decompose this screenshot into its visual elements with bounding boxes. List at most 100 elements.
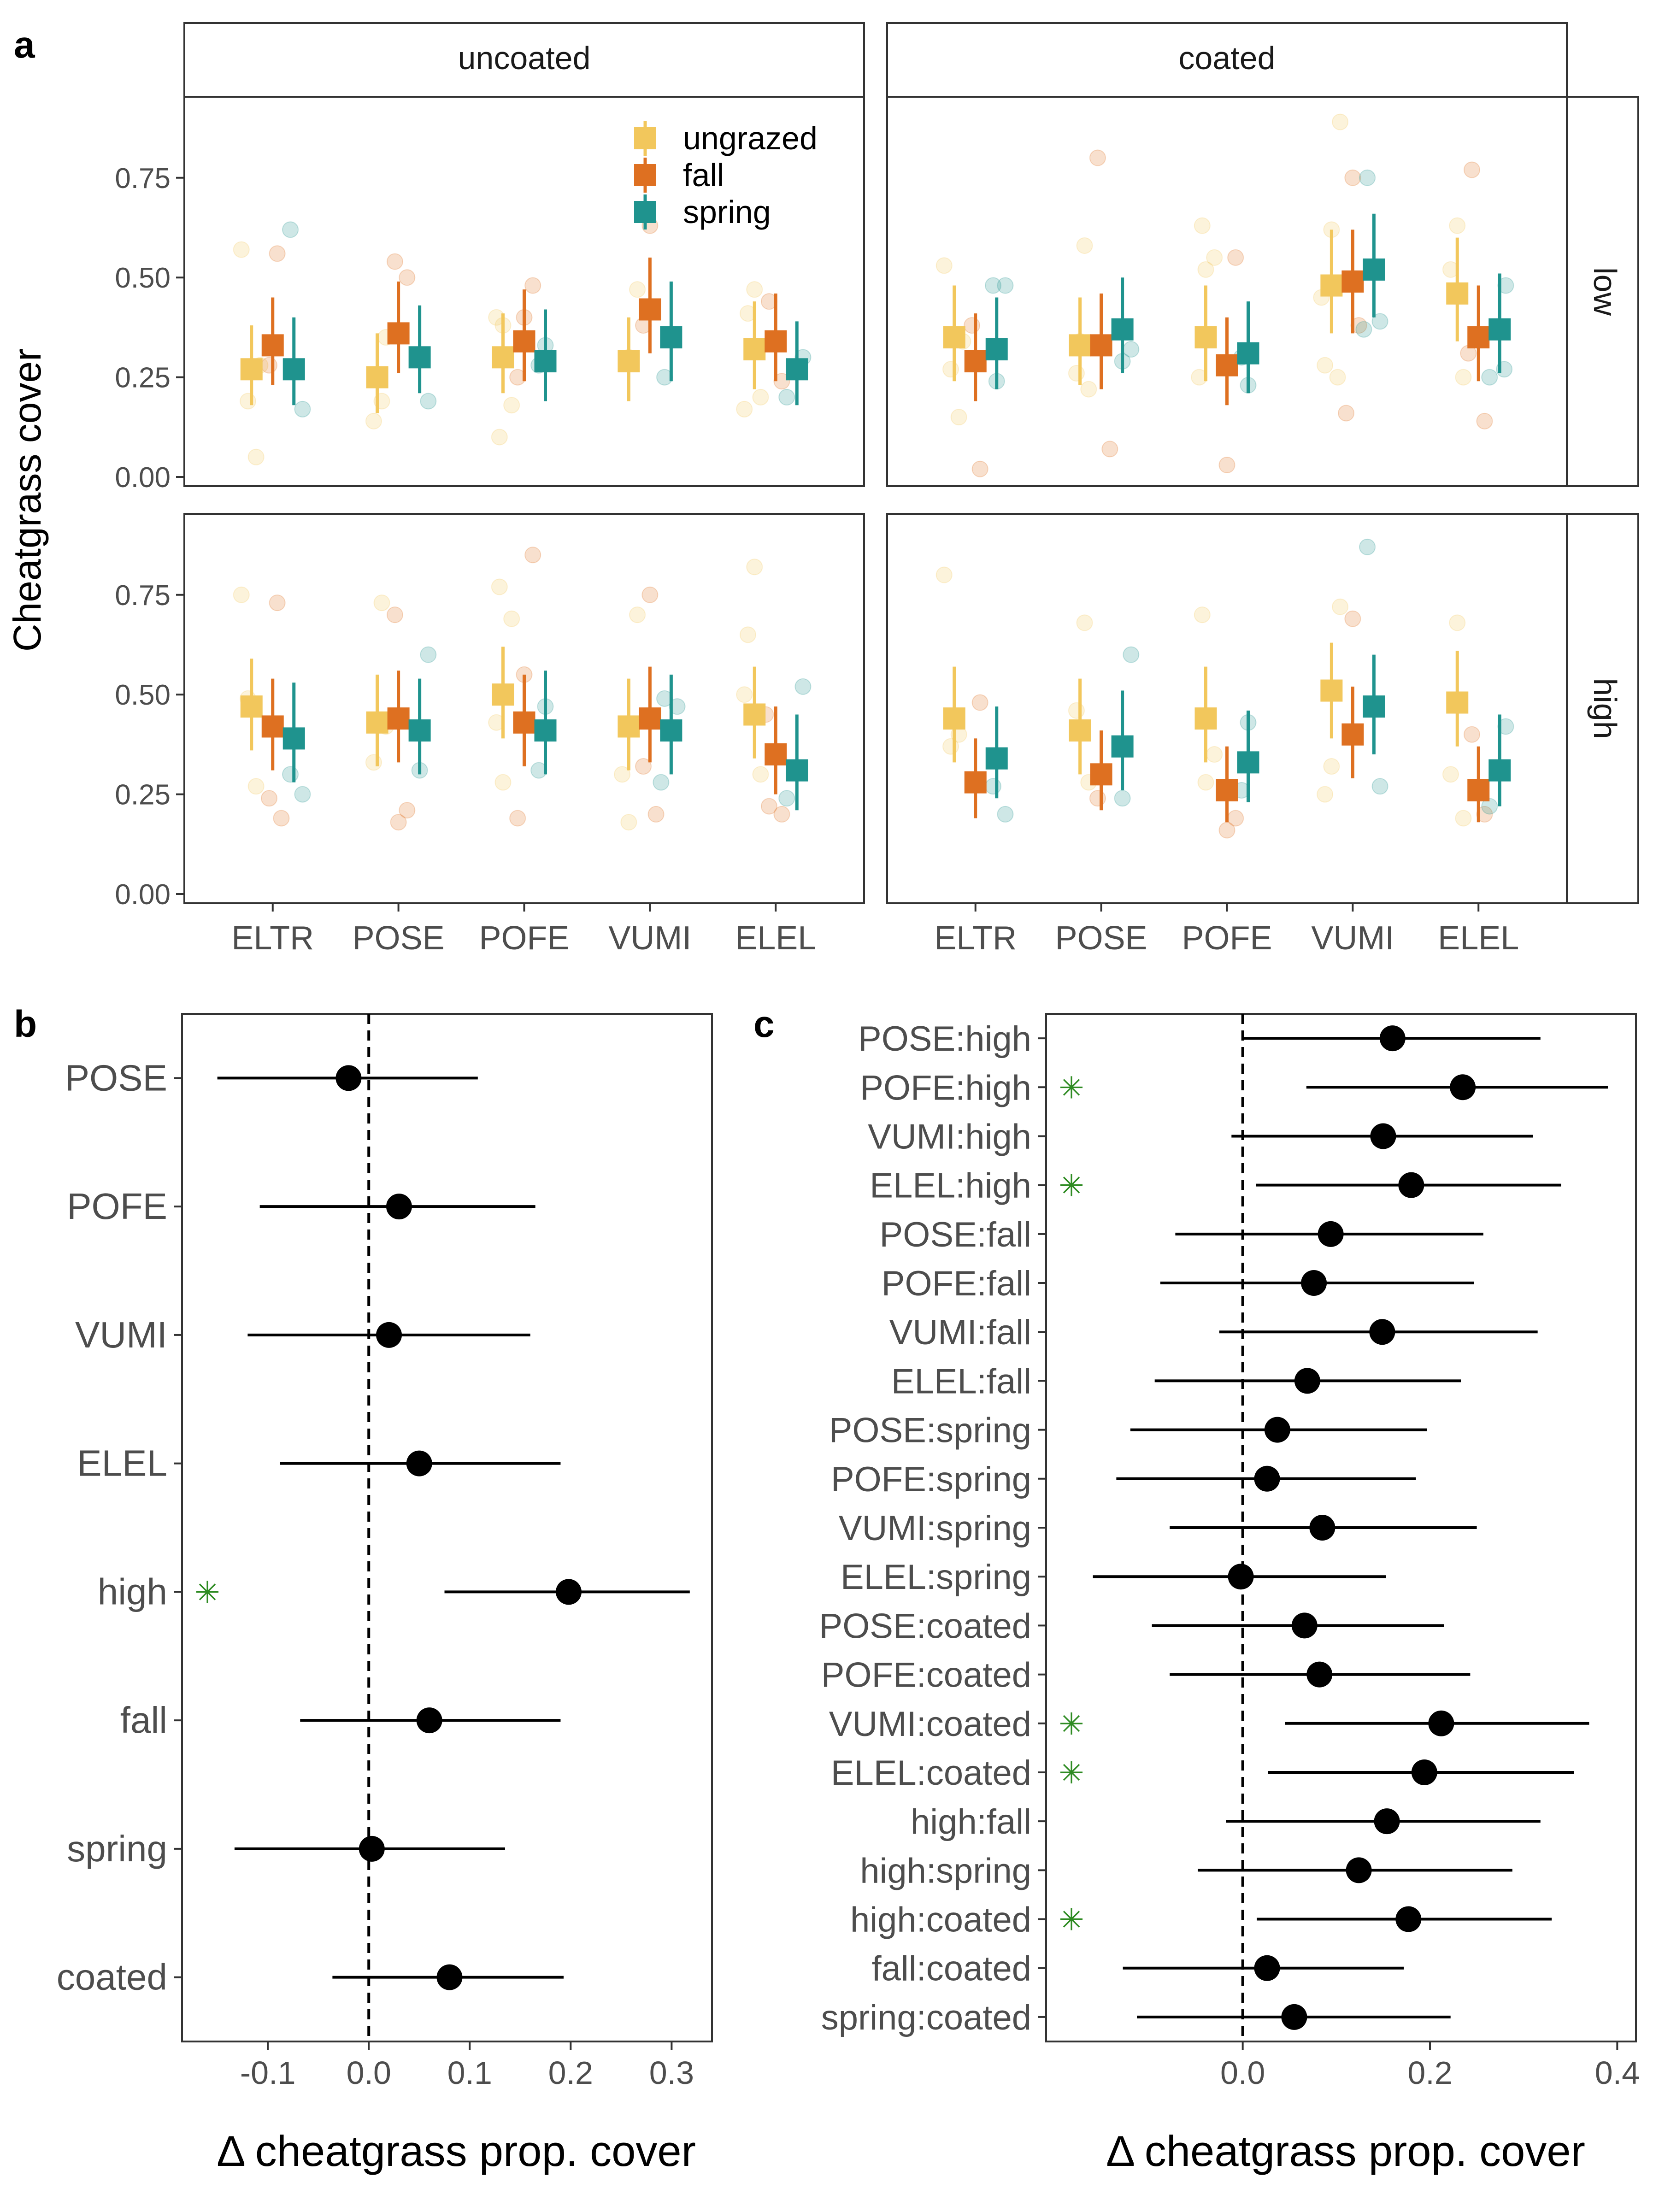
raw-point-ungrazed-VUMI bbox=[1329, 369, 1346, 386]
panel-c-significance-marker-VUMI:coated: ✳ bbox=[1059, 1707, 1084, 1741]
panel-b-main-effects-chart: Δ cheatgrass prop. cover POSE POFE VUMI ELE… bbox=[57, 1013, 713, 2175]
mean-marker-ungrazed-ELEL bbox=[743, 703, 766, 726]
panel-b-y-tick-label-coated: coated bbox=[57, 1957, 167, 1998]
raw-point-ungrazed-POSE bbox=[1080, 381, 1097, 398]
mean-marker-spring-ELEL bbox=[786, 358, 808, 381]
panel-c-y-tick-label-VUMI:spring: VUMI:spring bbox=[839, 1509, 1031, 1548]
panel-c-estimate-high:fall bbox=[1374, 1808, 1400, 1835]
mean-marker-ungrazed-ELTR bbox=[240, 358, 263, 381]
panel-c-estimate-ELEL:high bbox=[1398, 1172, 1424, 1198]
mean-marker-ungrazed-ELEL bbox=[1446, 691, 1469, 714]
raw-point-fall-ELEL bbox=[1476, 806, 1493, 823]
panel-c-estimate-POSE:coated bbox=[1291, 1612, 1318, 1639]
raw-point-fall-ELEL bbox=[760, 798, 777, 815]
mean-marker-spring-ELTR bbox=[985, 338, 1008, 361]
mean-marker-fall-POSE bbox=[387, 707, 410, 730]
raw-point-spring-ELEL bbox=[1481, 369, 1498, 386]
strip-coated bbox=[886, 22, 1568, 98]
raw-point-ungrazed-POFE bbox=[1206, 746, 1223, 763]
strip-label-uncoated: uncoated bbox=[458, 40, 590, 76]
raw-point-ungrazed-ELEL bbox=[1449, 614, 1466, 631]
mean-marker-fall-VUMI bbox=[639, 707, 661, 730]
raw-point-ungrazed-POFE bbox=[1194, 217, 1211, 234]
mean-marker-spring-POFE bbox=[1237, 342, 1259, 365]
raw-point-ungrazed-POSE bbox=[1068, 702, 1085, 719]
raw-point-spring-VUMI bbox=[1359, 538, 1376, 555]
panel-c-estimate-ELEL:spring bbox=[1228, 1564, 1254, 1590]
raw-point-ungrazed-VUMI bbox=[629, 606, 646, 624]
panel-b-y-tick-label-high: high bbox=[98, 1571, 167, 1612]
mean-marker-spring-POSE bbox=[408, 719, 431, 742]
raw-point-ungrazed-ELEL bbox=[736, 686, 753, 703]
raw-point-ungrazed-VUMI bbox=[614, 766, 631, 783]
panel-c-estimate-VUMI:fall bbox=[1369, 1319, 1395, 1345]
raw-point-fall-POFE bbox=[524, 547, 541, 564]
x-tick-label-uncoated-ELEL: ELEL bbox=[735, 920, 816, 957]
raw-point-ungrazed-ELEL bbox=[1455, 810, 1472, 827]
mean-marker-ungrazed-POFE bbox=[492, 683, 514, 706]
raw-point-fall-ELTR bbox=[971, 694, 988, 711]
panel-b-x-tick-label-3: 0.2 bbox=[548, 2055, 593, 2091]
panel-b-y-tick-label-POSE: POSE bbox=[65, 1057, 167, 1098]
panel-c-estimate-ELEL:coated bbox=[1411, 1759, 1437, 1785]
mean-marker-fall-ELEL bbox=[765, 330, 787, 353]
raw-point-fall-VUMI bbox=[1344, 169, 1361, 186]
facet-coated-low bbox=[886, 96, 1568, 487]
raw-point-fall-ELEL bbox=[773, 373, 790, 390]
raw-point-fall-POFE bbox=[524, 277, 541, 294]
panel-c-estimate-ELEL:fall bbox=[1294, 1368, 1320, 1394]
raw-point-spring-VUMI bbox=[1371, 313, 1388, 330]
mean-marker-ungrazed-VUMI bbox=[618, 715, 640, 738]
panel-b-estimate-high bbox=[555, 1579, 582, 1605]
panel-c-y-tick-label-VUMI:fall: VUMI:fall bbox=[889, 1313, 1031, 1352]
legend-key-fall bbox=[634, 164, 656, 186]
mean-marker-spring-POSE bbox=[1111, 735, 1134, 758]
raw-point-spring-ELTR bbox=[997, 806, 1014, 823]
panel-c-estimate-POSE:fall bbox=[1318, 1221, 1344, 1247]
raw-point-spring-ELTR bbox=[282, 766, 299, 783]
raw-point-ungrazed-POSE bbox=[365, 412, 382, 429]
mean-marker-spring-VUMI bbox=[1363, 258, 1385, 281]
mean-marker-spring-POFE bbox=[534, 350, 557, 372]
raw-point-spring-ELTR bbox=[985, 778, 1002, 795]
mean-marker-ungrazed-ELEL bbox=[1446, 282, 1469, 305]
mean-marker-spring-ELEL bbox=[786, 759, 808, 782]
raw-point-fall-POSE bbox=[390, 814, 407, 831]
raw-point-ungrazed-ELTR bbox=[942, 361, 959, 378]
raw-point-spring-ELEL bbox=[778, 790, 795, 807]
raw-point-ungrazed-ELTR bbox=[935, 257, 953, 274]
raw-point-ungrazed-ELTR bbox=[233, 241, 250, 258]
raw-point-spring-POSE bbox=[420, 646, 437, 663]
panel-b-y-tick-label-fall: fall bbox=[120, 1700, 167, 1741]
y-tick-label-low-1: 0.25 bbox=[115, 362, 171, 394]
panel-c-y-tick-label-POFE:coated: POFE:coated bbox=[821, 1656, 1031, 1695]
x-tick-label-coated-POSE: POSE bbox=[1055, 920, 1147, 957]
panel-c-y-tick-label-spring:coated: spring:coated bbox=[821, 1998, 1031, 2037]
raw-point-ungrazed-POSE bbox=[1076, 614, 1093, 631]
mean-marker-spring-ELTR bbox=[282, 358, 305, 381]
panel-c-y-tick-label-ELEL:coated: ELEL:coated bbox=[831, 1753, 1031, 1793]
panel-b-y-tick-label-POFE: POFE bbox=[67, 1186, 167, 1227]
raw-point-ungrazed-ELEL bbox=[736, 400, 753, 418]
panel-c-y-tick-label-high:spring: high:spring bbox=[860, 1851, 1031, 1890]
panel-b-y-tick-label-spring: spring bbox=[67, 1828, 167, 1869]
raw-point-ungrazed-POFE bbox=[503, 397, 520, 414]
panel-b-estimate-coated bbox=[436, 1964, 463, 1990]
mean-marker-spring-ELEL bbox=[1488, 759, 1511, 782]
mean-marker-ungrazed-POSE bbox=[1069, 719, 1091, 742]
x-tick-label-coated-VUMI: VUMI bbox=[1311, 920, 1394, 957]
legend-label-ungrazed: ungrazed bbox=[683, 120, 818, 156]
raw-point-spring-ELEL bbox=[1497, 277, 1514, 294]
panel-c-estimate-VUMI:high bbox=[1370, 1123, 1396, 1149]
panel-c-y-tick-label-ELEL:high: ELEL:high bbox=[870, 1166, 1031, 1206]
mean-marker-fall-POSE bbox=[1090, 763, 1112, 786]
raw-point-spring-VUMI bbox=[1355, 321, 1372, 338]
strip-label-coated: coated bbox=[1178, 40, 1275, 76]
raw-point-fall-POFE bbox=[1218, 457, 1235, 474]
x-tick-label-coated-ELTR: ELTR bbox=[934, 920, 1017, 957]
panel-c-y-tick-label-high:coated: high:coated bbox=[850, 1900, 1031, 1940]
panel-b-estimate-spring bbox=[359, 1835, 385, 1862]
mean-marker-ungrazed-POSE bbox=[366, 711, 388, 734]
raw-point-ungrazed-POFE bbox=[1194, 606, 1211, 624]
mean-marker-spring-POSE bbox=[1111, 318, 1134, 341]
